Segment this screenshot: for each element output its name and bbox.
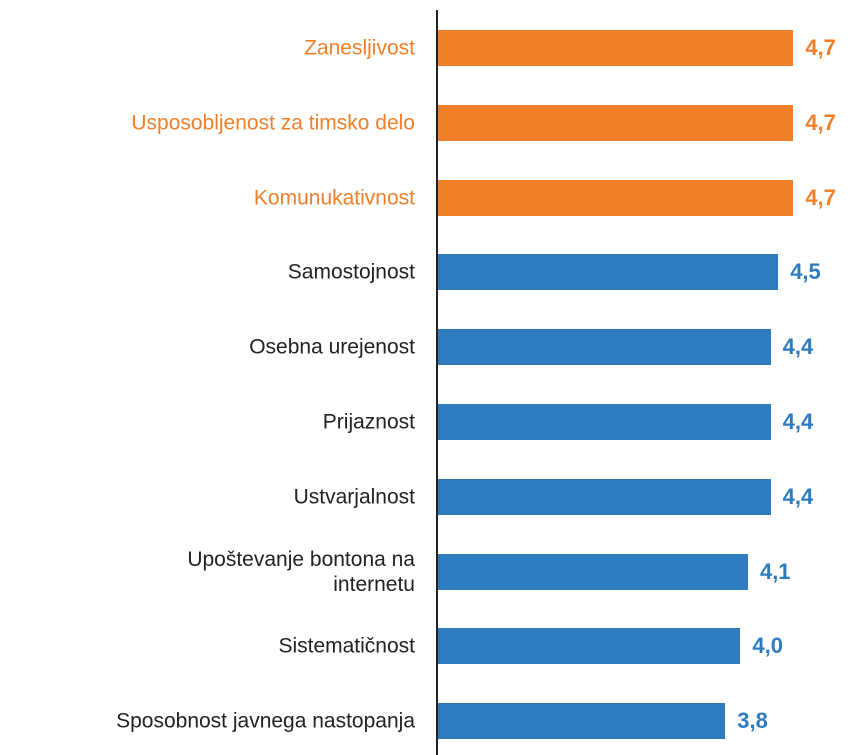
bar (438, 404, 771, 440)
value-label: 4,4 (782, 483, 814, 509)
value-label: 4,1 (759, 558, 791, 584)
category-label: Komunukativnost (253, 186, 415, 210)
bar (438, 703, 726, 740)
bar (438, 478, 771, 515)
bar (438, 553, 748, 590)
value-label: 3,8 (737, 708, 768, 734)
category-label: Osebna urejenost (249, 335, 415, 359)
bar (438, 104, 794, 141)
value-label: 4,7 (805, 35, 836, 60)
bar (438, 329, 771, 366)
category-label: Usposobljenost za timsko delo (131, 111, 415, 135)
category-label: Ustvarjalnost (293, 485, 415, 509)
value-label: 4,5 (790, 259, 821, 285)
category-label: Upoštevanje bontona na internetu (187, 547, 415, 596)
bar (438, 254, 779, 291)
value-label: 4,7 (805, 109, 836, 135)
value-label: 4,0 (752, 633, 783, 659)
category-label: Sistematičnost (278, 634, 415, 658)
category-label: Samostojnost (287, 260, 415, 284)
value-label: 4,4 (782, 334, 814, 360)
value-label: 4,4 (782, 409, 814, 434)
category-label: Sposobnost javnega nastopanja (116, 709, 415, 733)
bar (438, 179, 794, 216)
axis-line (436, 10, 438, 755)
category-label: Zanesljivost (304, 36, 415, 60)
value-label: 4,7 (805, 184, 836, 210)
bar (438, 30, 794, 66)
category-label: Prijaznost (322, 410, 415, 434)
bar (438, 628, 741, 665)
